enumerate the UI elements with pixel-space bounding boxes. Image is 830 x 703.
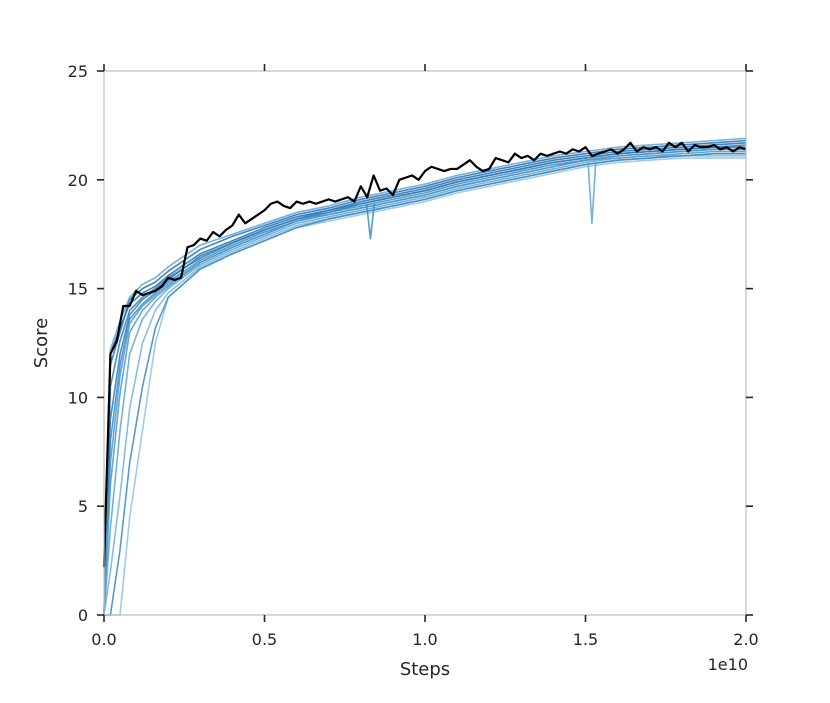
mean-series-line bbox=[102, 141, 747, 568]
run-series-line bbox=[103, 137, 747, 616]
x-tick-labels: 0.0 0.5 1.0 1.5 2.0 bbox=[91, 630, 758, 649]
y-tick-label: 10 bbox=[68, 388, 88, 407]
run-series-line bbox=[103, 139, 747, 616]
y-tick-label: 25 bbox=[68, 62, 88, 81]
run-spike-group bbox=[365, 161, 597, 240]
x-axis-label: Steps bbox=[400, 659, 450, 680]
x-tick-label: 0.5 bbox=[252, 630, 277, 649]
run-series-line bbox=[103, 148, 746, 616]
run-series-group bbox=[103, 137, 747, 616]
run-spike-line bbox=[587, 161, 597, 225]
run-series-line bbox=[103, 144, 747, 616]
y-tick-label: 5 bbox=[78, 497, 88, 516]
run-series-line bbox=[103, 146, 746, 616]
x-tick-label: 1.5 bbox=[573, 630, 598, 649]
x-tick-label: 0.0 bbox=[91, 630, 116, 649]
y-tick-label: 20 bbox=[68, 171, 88, 190]
plot-frame bbox=[103, 70, 747, 616]
x-axis-offset-label: 1e10 bbox=[708, 655, 748, 674]
run-series-line bbox=[103, 142, 747, 616]
axis-ticks bbox=[97, 64, 753, 622]
run-series-line bbox=[103, 155, 746, 616]
x-tick-label: 1.0 bbox=[412, 630, 437, 649]
run-spike-line bbox=[365, 203, 376, 240]
run-series-line bbox=[104, 157, 746, 616]
run-series-line bbox=[104, 152, 746, 616]
y-axis-label: Score bbox=[31, 318, 52, 368]
x-tick-label: 2.0 bbox=[733, 630, 758, 649]
y-tick-label: 0 bbox=[78, 606, 88, 625]
y-tick-labels: 0 5 10 15 20 25 bbox=[68, 62, 88, 625]
run-series-line bbox=[103, 152, 746, 616]
y-tick-label: 15 bbox=[68, 280, 88, 299]
run-series-line bbox=[103, 148, 746, 616]
run-series-line bbox=[103, 150, 746, 616]
